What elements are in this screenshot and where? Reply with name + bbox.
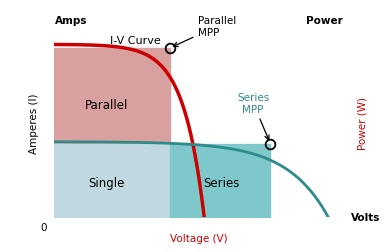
Text: Series
MPP: Series MPP [237, 93, 269, 140]
Text: 0: 0 [41, 222, 47, 232]
Text: Power: Power [306, 16, 342, 25]
Text: Amps: Amps [54, 16, 87, 25]
Text: Single: Single [88, 177, 124, 190]
Text: Amperes (I): Amperes (I) [29, 93, 39, 154]
Text: Parallel
MPP: Parallel MPP [173, 16, 237, 47]
Text: I-V Curve: I-V Curve [110, 36, 160, 46]
Text: Parallel: Parallel [84, 98, 128, 111]
Text: Volts: Volts [351, 212, 380, 222]
Text: Voltage (V): Voltage (V) [170, 234, 227, 243]
Text: Power (W): Power (W) [357, 97, 368, 150]
Text: Series: Series [203, 177, 240, 190]
